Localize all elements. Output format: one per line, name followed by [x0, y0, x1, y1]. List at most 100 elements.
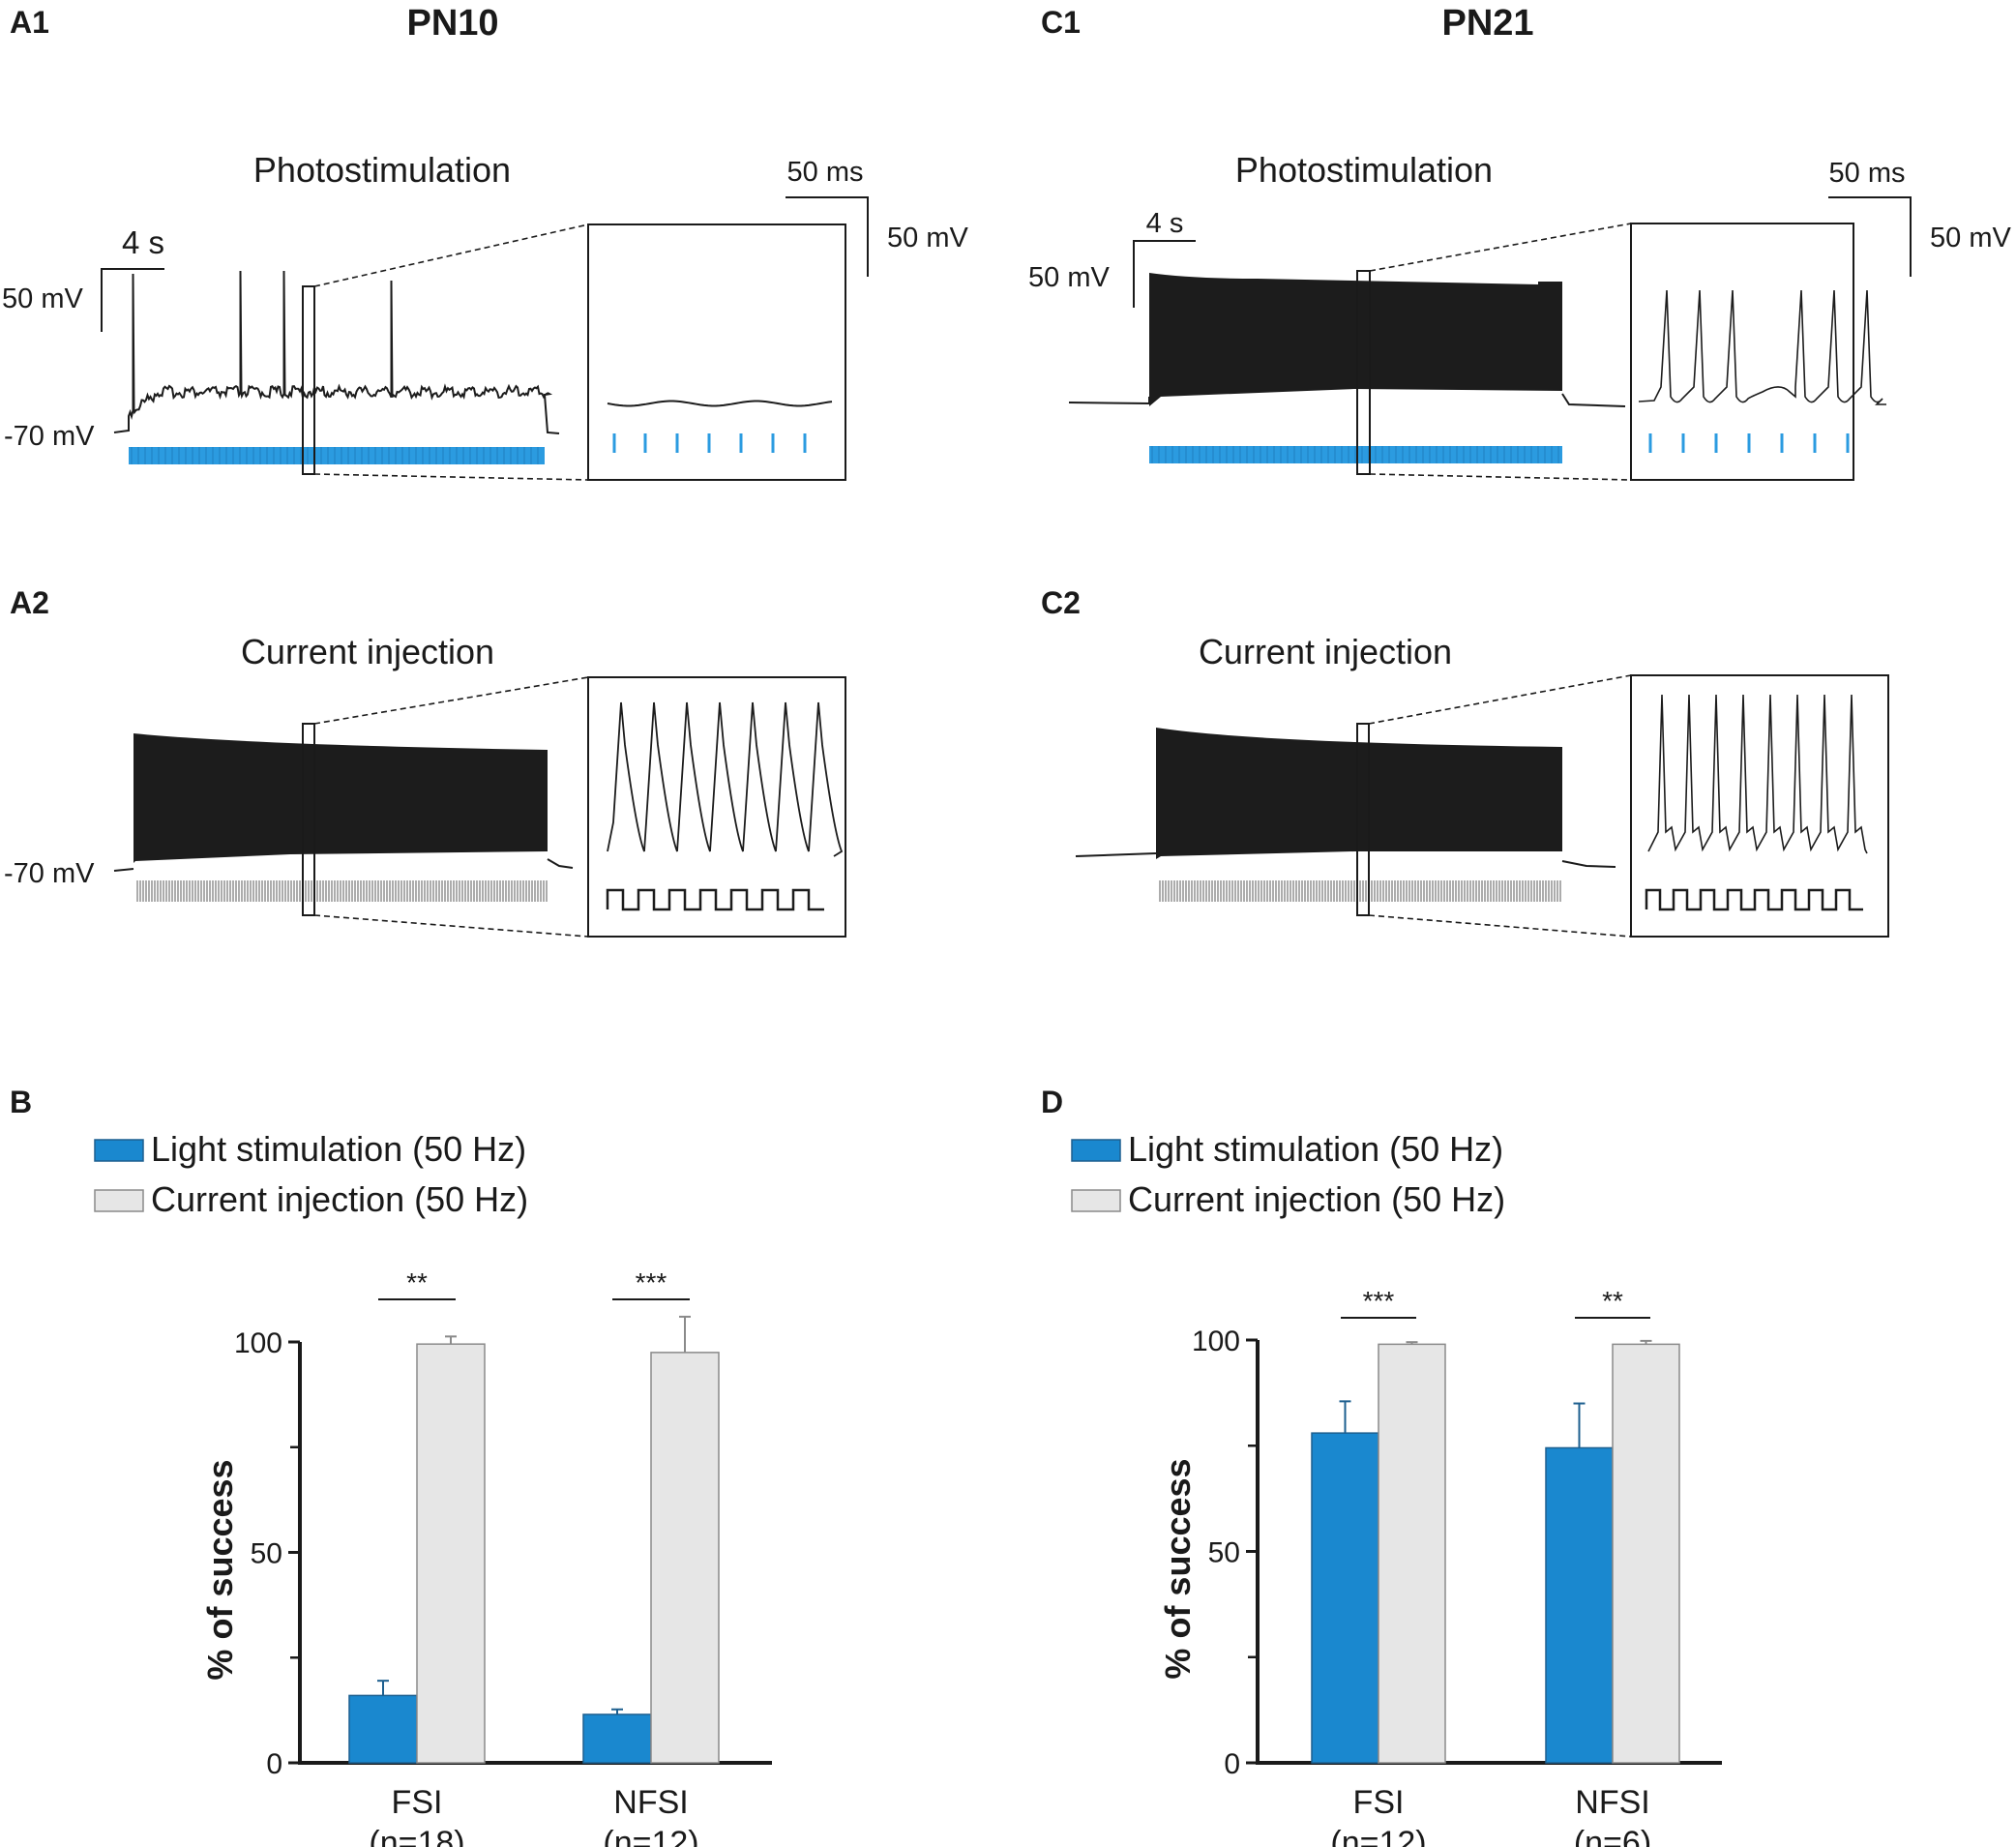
a2-zoom-square-wave	[606, 888, 824, 911]
a1-zoom-scale-time: 50 ms	[787, 157, 864, 188]
panel-label-c2: C2	[1041, 585, 1081, 620]
c1-zoom-lines	[1369, 223, 1632, 481]
chart-d-category-n-1: (n=6)	[1574, 1825, 1651, 1847]
a1-scale-time: 4 s	[122, 224, 164, 260]
c1-stim-pulses	[1151, 446, 1559, 463]
a2-zoom-trace	[607, 701, 844, 857]
chart-d-bar-nfsi-1	[1612, 1343, 1680, 1764]
c2-zoom-square-wave	[1645, 888, 1863, 911]
chart-d-sig-label-0: ***	[1363, 1286, 1395, 1316]
chart-b-bar-nfsi-1	[650, 1352, 720, 1764]
panel-label-b: B	[10, 1085, 32, 1119]
chart-b-category-0: FSI	[392, 1784, 443, 1821]
c1-recording: Photostimulation 4 s 50 mV 50 ms 50 mV	[1028, 150, 2011, 481]
chart-b-ytick-label-1: 50	[251, 1538, 282, 1570]
title-pn10: PN10	[406, 3, 498, 44]
c1-spike-train	[1149, 273, 1562, 406]
c1-condition-label: Photostimulation	[1235, 150, 1493, 190]
a1-scale-volt: 50 mV	[2, 283, 83, 314]
chart-b-bar-fsi-0	[348, 1694, 418, 1764]
chart-d-y-axis-label: % of success	[1158, 1458, 1198, 1679]
a1-zoom-stim-pulses	[612, 433, 807, 453]
panel-label-a1: A1	[10, 5, 49, 40]
a2-spike-train	[133, 733, 548, 863]
c2-recording: Current injection	[1075, 632, 1889, 938]
a1-zoom-scale-bar	[786, 196, 869, 277]
panel-label-a2: A2	[10, 585, 49, 620]
c2-zoom-lines	[1368, 674, 1632, 938]
a1-condition-label: Photostimulation	[253, 150, 511, 190]
chart-d-bar-fsi-1	[1378, 1343, 1446, 1764]
a1-voltage-trace	[113, 270, 560, 434]
chart-d-category-n-0: (n=12)	[1330, 1825, 1426, 1847]
chart-b-ytick-label-0: 0	[266, 1748, 282, 1780]
chart-d-ytick-label-0: 0	[1224, 1748, 1240, 1780]
chart-d-bar-nfsi-0	[1545, 1446, 1614, 1764]
chart-b-y-axis-label: % of success	[200, 1459, 240, 1680]
chart-b-ytick-label-2: 100	[234, 1327, 282, 1359]
a1-zoom-scale-volt: 50 mV	[887, 223, 968, 253]
chart-d-legend-swatch-1	[1071, 1189, 1121, 1212]
chart-b-category-n-1: (n=12)	[603, 1825, 698, 1847]
a2-current-pulses	[136, 880, 548, 902]
title-pn21: PN21	[1441, 3, 1533, 44]
c1-scale-time: 4 s	[1146, 208, 1184, 239]
a1-zoom-box	[587, 223, 846, 481]
c1-zoom-scale-volt: 50 mV	[1930, 223, 2011, 253]
c1-zoom-trace	[1638, 289, 1886, 405]
chart-b-legend-label-0: Light stimulation (50 Hz)	[151, 1129, 526, 1169]
a1-zoom-trace	[607, 400, 833, 407]
bar-chart-b: Light stimulation (50 Hz) Current injecti…	[94, 1129, 772, 1847]
c1-zoom-scale-time: 50 ms	[1829, 158, 1906, 189]
chart-b-bar-nfsi-0	[582, 1713, 652, 1764]
a1-stim-pulses	[131, 447, 539, 464]
bar-chart-d: Light stimulation (50 Hz) Current injecti…	[1071, 1129, 1722, 1847]
c2-zoom-trace	[1647, 694, 1868, 854]
c2-zoom-window	[1356, 723, 1370, 916]
c1-zoom-scale-bar	[1828, 196, 1912, 277]
a1-zoom-window	[302, 285, 315, 475]
c1-zoom-stim-pulses	[1648, 433, 1850, 453]
chart-b-category-n-0: (n=18)	[369, 1825, 464, 1847]
a2-condition-label: Current injection	[241, 632, 494, 671]
a1-scale-bar	[101, 268, 164, 332]
chart-d-category-1: NFSI	[1575, 1784, 1649, 1821]
c1-zoom-box	[1630, 223, 1854, 481]
chart-b-legend-label-1: Current injection (50 Hz)	[151, 1179, 528, 1219]
c2-spike-train	[1156, 728, 1562, 859]
chart-b-category-1: NFSI	[613, 1784, 688, 1821]
chart-d-legend-label-0: Light stimulation (50 Hz)	[1128, 1129, 1503, 1169]
c2-condition-label: Current injection	[1199, 632, 1452, 671]
chart-d-legend-swatch-0	[1071, 1139, 1121, 1162]
a2-zoom-lines	[313, 676, 589, 938]
c2-baseline-trace	[1075, 852, 1616, 868]
c1-zoom-window	[1356, 270, 1371, 475]
c1-scale-bar	[1133, 240, 1196, 308]
chart-d-ytick-label-2: 100	[1192, 1326, 1240, 1357]
chart-d-category-0: FSI	[1353, 1784, 1405, 1821]
panel-label-d: D	[1041, 1085, 1063, 1119]
a2-baseline-trace	[113, 858, 574, 872]
c2-current-pulses	[1159, 880, 1561, 902]
a1-light-stim-bar	[129, 447, 545, 464]
chart-d-legend-label-1: Current injection (50 Hz)	[1128, 1179, 1505, 1219]
a2-rest-label: -70 mV	[4, 858, 95, 889]
chart-b-legend-swatch-1	[94, 1189, 144, 1212]
a1-rest-label: -70 mV	[4, 421, 95, 452]
chart-d-ytick-label-1: 50	[1208, 1537, 1240, 1569]
a1-recording: Photostimulation 4 s 50 mV -70 mV 50 ms …	[2, 150, 968, 481]
a2-recording: Current injection -70 mV	[4, 632, 846, 938]
chart-b-sig-label-0: **	[406, 1267, 428, 1297]
chart-b-bar-fsi-1	[416, 1343, 486, 1764]
chart-d-sig-label-1: **	[1602, 1286, 1623, 1316]
chart-b-sig-label-1: ***	[636, 1267, 667, 1297]
c1-scale-volt: 50 mV	[1028, 262, 1110, 293]
panel-label-c1: C1	[1041, 5, 1081, 40]
chart-b-legend-swatch-0	[94, 1139, 144, 1162]
chart-d-bar-fsi-0	[1311, 1432, 1379, 1764]
a1-zoom-lines	[313, 223, 589, 481]
c2-zoom-box	[1630, 674, 1889, 938]
a2-zoom-box	[587, 676, 846, 938]
a2-zoom-window	[302, 723, 315, 916]
